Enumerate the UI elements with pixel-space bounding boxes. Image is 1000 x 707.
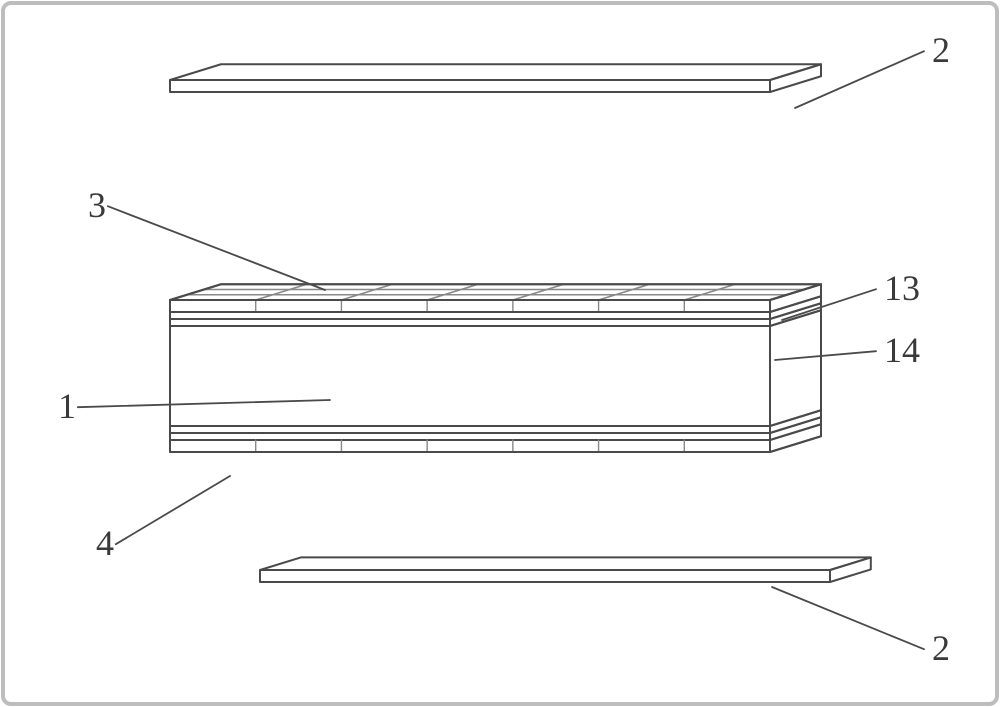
label-l_13: 13: [884, 268, 920, 308]
label-top_2: 2: [932, 30, 950, 70]
layer-thin-1-front: [170, 312, 770, 319]
layer-top-band-front: [170, 300, 770, 312]
label-l_3: 3: [88, 185, 106, 225]
label-l_4: 4: [96, 523, 114, 563]
top-slab-right: [770, 64, 821, 92]
leader-l_3: [108, 206, 325, 290]
label-l_1: 1: [58, 386, 76, 426]
layer-body-front: [170, 326, 770, 426]
layer-thin-b2-front: [170, 433, 770, 440]
top-slab-front: [170, 80, 770, 92]
leader-bot_2: [772, 587, 924, 649]
layer-thin-b1-side: [770, 410, 821, 433]
leader-top_2: [795, 51, 924, 108]
bottom-slab-top: [260, 557, 871, 570]
leader-l_4: [116, 476, 230, 544]
main-top-face: [170, 284, 821, 300]
layer-thin-2-side: [770, 303, 821, 326]
leader-l_14: [775, 351, 876, 360]
layer-bot-band-front: [170, 440, 770, 452]
bottom-slab-front: [260, 570, 830, 582]
label-bot_2: 2: [932, 628, 950, 668]
leader-l_1: [78, 400, 330, 407]
bottom-slab-right: [830, 557, 871, 582]
top-slab-top: [170, 64, 821, 80]
layer-body-side: [770, 310, 821, 426]
layer-thin-2-front: [170, 319, 770, 326]
label-l_14: 14: [884, 330, 920, 370]
layer-thin-b1-front: [170, 426, 770, 433]
layer-thin-b2-side: [770, 417, 821, 440]
